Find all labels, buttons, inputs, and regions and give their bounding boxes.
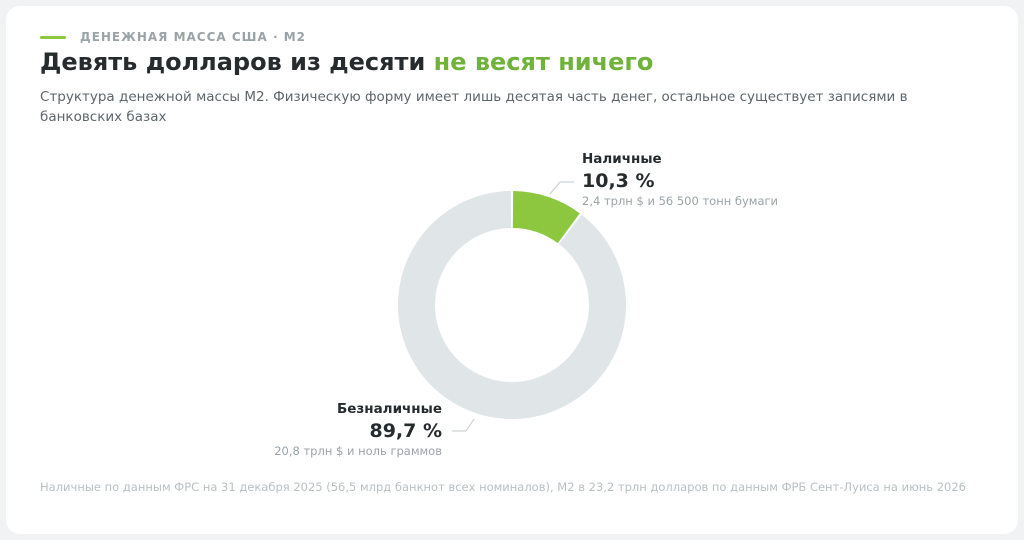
slice-label-cash-note: 2,4 трлн $ и 56 500 тонн бумаги bbox=[582, 194, 779, 208]
slice-label-noncash-note: 20,8 трлн $ и ноль граммов bbox=[274, 444, 442, 458]
footnote: Наличные по данным ФРС на 31 декабря 202… bbox=[40, 480, 966, 494]
donut-slice-cash bbox=[512, 191, 580, 244]
kicker: ДЕНЕЖНАЯ МАССА США · М2 bbox=[40, 30, 306, 44]
kicker-text: ДЕНЕЖНАЯ МАССА США · М2 bbox=[80, 30, 306, 44]
kicker-accent-line bbox=[40, 35, 66, 39]
donut-slices bbox=[397, 191, 626, 419]
title-main: Девять долларов из десяти bbox=[40, 48, 426, 76]
donut-slice-noncash bbox=[397, 191, 626, 419]
leader-line-cash bbox=[549, 181, 574, 195]
chart-card bbox=[6, 6, 1018, 534]
slice-label-noncash-value: 89,7 % bbox=[369, 420, 442, 442]
subtitle: Структура денежной массы М2. Физическую … bbox=[40, 89, 908, 125]
page-title: Девять долларов из десяти не весят ничег… bbox=[40, 48, 653, 76]
title-accent: не весят ничего bbox=[433, 48, 654, 76]
leader-line-noncash bbox=[452, 418, 475, 432]
slice-label-noncash-name: Безналичные bbox=[336, 401, 442, 417]
slice-label-cash-name: Наличные bbox=[582, 151, 662, 167]
slice-label-cash-value: 10,3 % bbox=[582, 170, 655, 192]
